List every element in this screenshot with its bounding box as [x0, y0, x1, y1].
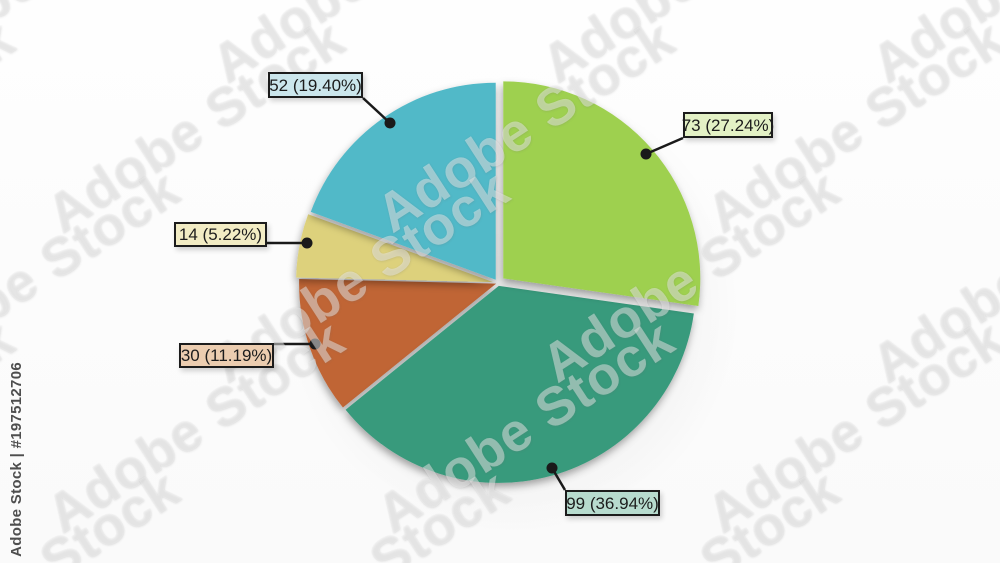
pie-slice-green	[503, 81, 701, 307]
pie-slices-group	[296, 81, 701, 483]
leader-dot-cyan	[384, 117, 396, 129]
pie-slice-cyan	[310, 82, 496, 280]
leader-dot-green	[640, 148, 652, 160]
slice-label-cyan: 52 (19.40%)	[268, 72, 363, 98]
pie-slice-orange	[299, 279, 497, 408]
leader-dot-teal	[546, 462, 558, 474]
leader-dot-orange	[309, 338, 321, 350]
leader-line-green	[645, 136, 684, 156]
leader-dot-yellow	[301, 237, 313, 249]
slice-label-yellow: 14 (5.22%)	[174, 222, 267, 247]
pie-slice-yellow	[296, 214, 494, 283]
slice-label-teal: 99 (36.94%)	[565, 490, 660, 516]
slice-label-green: 73 (27.24%)	[682, 112, 774, 138]
stock-id-watermark-text: Adobe Stock | #197512706	[8, 362, 25, 557]
leader-lines-group	[267, 97, 684, 491]
slice-label-orange: 30 (11.19%)	[179, 343, 274, 368]
pie-slice-teal	[345, 285, 694, 483]
leader-line-cyan	[362, 97, 391, 124]
